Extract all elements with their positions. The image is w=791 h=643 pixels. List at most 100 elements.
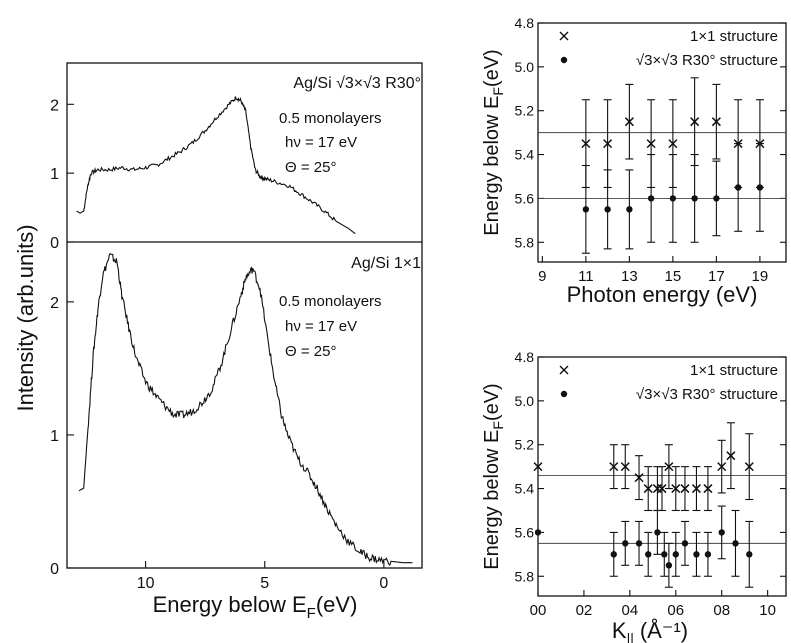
kpar-point-1x1 [680, 484, 690, 494]
kpar-point-1x1 [726, 451, 736, 461]
kpar-y-tick-label: 5.6 [515, 524, 535, 540]
kpar-y-tick-label: 5.4 [515, 481, 535, 497]
kpar-y-label-unit: (eV) [481, 383, 503, 421]
photon-y-tick-label: 5.2 [515, 103, 535, 119]
spectra-x-axis-label: Energy below EF(eV) [153, 592, 358, 622]
photon-frame [537, 22, 787, 263]
spectra-y-axis-label: Intensity (arb.units) [13, 224, 38, 411]
photon-y-label-sub: F [490, 87, 506, 96]
spectra-annotation: Ag/Si √3×√3 R30° [293, 75, 421, 92]
kpar-legend-label-sqrt3: √3×√3 R30° structure [636, 386, 778, 403]
kpar-x-tick-label: 04 [622, 602, 639, 619]
spectra-x-tick-label: 5 [260, 575, 269, 592]
kpar-y-tick-label: 4.8 [515, 349, 535, 365]
photon-point-sqrt3 [604, 206, 611, 213]
photon-point-sqrt3 [756, 184, 764, 191]
kpar-point-sqrt3 [746, 551, 753, 558]
kpar-point-1x1 [671, 484, 681, 494]
kpar-frame [537, 356, 787, 597]
kpar-point-sqrt3 [622, 540, 629, 547]
photon-point-1x1 [668, 139, 678, 149]
photon-point-sqrt3 [647, 195, 655, 202]
kpar-legend-dot-marker [560, 390, 568, 398]
kpar-point-sqrt3 [718, 529, 725, 536]
photon-point-sqrt3 [626, 206, 633, 213]
photon-x-tick-label: 13 [621, 268, 638, 285]
photon-x-tick-label: 9 [538, 268, 546, 285]
photon-point-sqrt3 [669, 195, 677, 202]
photon-x-tick-label: 19 [752, 268, 769, 285]
photon-y-tick-label: 5.6 [515, 190, 535, 206]
kpar-point-1x1 [533, 462, 543, 472]
spectrum-curve-sqrt3 [76, 96, 356, 235]
kpar-point-1x1 [717, 462, 727, 472]
photon-point-1x1 [690, 117, 700, 127]
kpar-y-tick-label: 5.0 [515, 393, 535, 409]
kpar-point-sqrt3 [693, 551, 700, 558]
spectra-y-tick-label: 1 [50, 166, 59, 183]
photon-legend-label-1x1: 1×1 structure [690, 28, 778, 45]
photon-x-tick-label: 11 [578, 268, 594, 285]
photon-y-tick-label: 4.8 [515, 15, 535, 31]
photon-point-sqrt3 [734, 184, 742, 191]
spectra-annotation: Ag/Si 1×1 [351, 255, 421, 272]
photon-y-axis-label: Energy below EF(eV) [481, 49, 506, 235]
photon-point-sqrt3 [691, 195, 698, 202]
photon-y-label-main: Energy below E [481, 96, 503, 236]
kpar-y-tick-label: 5.8 [515, 568, 535, 584]
kpar-x-label-sub: || [627, 630, 634, 643]
photon-y-tick-label: 5.8 [515, 234, 535, 250]
kpar-x-tick-label: 06 [667, 602, 684, 619]
kpar-point-sqrt3 [635, 540, 643, 547]
kpar-point-1x1 [744, 462, 754, 472]
kpar-point-1x1 [664, 462, 674, 472]
kpar-point-1x1 [643, 484, 653, 494]
photon-legend-dot-marker [560, 56, 568, 64]
k-parallel-chart: 4.8 5.0 5.2 5.4 5.6 5.8 00 02 04 06 08 10 1×1 struct… [481, 349, 787, 643]
kpar-point-sqrt3 [534, 529, 542, 536]
photon-legend-cross-marker [559, 31, 569, 41]
photon-point-1x1 [581, 139, 591, 149]
spectra-annotation: hν = 17 eV [285, 318, 357, 335]
kpar-x-axis-label: K|| (Å⁻¹) [612, 618, 688, 643]
photon-legend-label-sqrt3: √3×√3 R30° structure [636, 52, 778, 69]
photon-y-label-unit: (eV) [481, 49, 503, 87]
kpar-point-sqrt3 [732, 540, 739, 547]
photon-point-1x1 [711, 117, 721, 127]
spectra-annotation: 0.5 monolayers [279, 110, 382, 127]
spectra-x-tick-label: 10 [137, 575, 155, 592]
kpar-point-1x1 [609, 462, 619, 472]
kpar-x-tick-label: 08 [713, 602, 730, 619]
spectra-y-tick-label: 2 [50, 295, 59, 312]
spectra-x-tick-label: 0 [379, 575, 388, 592]
kpar-point-1x1 [634, 473, 644, 483]
kpar-x-tick-label: 10 [759, 602, 776, 619]
kpar-point-sqrt3 [654, 529, 661, 536]
photon-x-tick-label: 15 [665, 268, 682, 285]
photon-y-tick-label: 5.0 [515, 59, 535, 75]
spectra-annotation: Θ = 25° [285, 343, 336, 360]
kpar-point-sqrt3 [704, 551, 712, 558]
photon-point-sqrt3 [582, 206, 590, 213]
photon-y-tick-label: 5.4 [515, 147, 535, 163]
kpar-y-tick-label: 5.2 [515, 437, 535, 453]
spectra-y-tick-label: 0 [50, 561, 59, 578]
kpar-point-1x1 [620, 462, 630, 472]
kpar-y-label-main: Energy below E [481, 430, 503, 570]
spectra-y-tick-label: 1 [50, 428, 59, 445]
spectra-annotation: hν = 17 eV [285, 134, 357, 151]
photon-x-axis-label: Photon energy (eV) [567, 282, 758, 307]
kpar-point-1x1 [703, 484, 713, 494]
spectra-frame [66, 62, 423, 569]
kpar-point-sqrt3 [610, 551, 617, 558]
spectra-annotation: Θ = 25° [285, 159, 336, 176]
kpar-legend-cross-marker [559, 365, 569, 375]
kpar-point-1x1 [657, 484, 667, 494]
kpar-legend-label-1x1: 1×1 structure [690, 362, 778, 379]
photon-point-1x1 [603, 139, 613, 149]
spectra-y-tick-label: 0 [50, 235, 59, 252]
spectra-annotation: 0.5 monolayers [279, 293, 382, 310]
kpar-x-label-unit: (Å⁻¹) [640, 618, 688, 643]
kpar-point-sqrt3 [661, 551, 668, 558]
